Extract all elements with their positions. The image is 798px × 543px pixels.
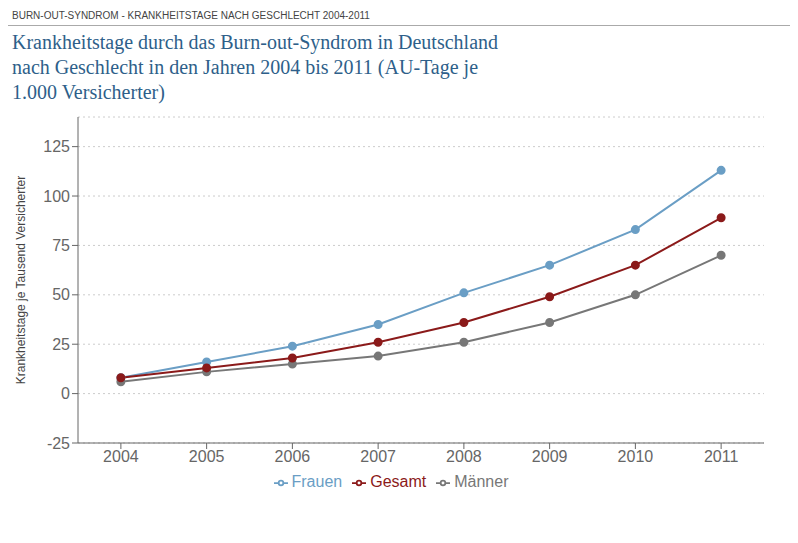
html-text:Männer: Männer xyxy=(454,473,509,490)
html-text:Frauen: Frauen xyxy=(291,473,343,490)
svg-text:2007: 2007 xyxy=(360,448,396,465)
html-text:BURN-OUT-SYNDROM - KRANKHEITST: BURN-OUT-SYNDROM - KRANKHEITSTAGE NACH G… xyxy=(12,10,370,21)
svg-text:50: 50 xyxy=(52,286,70,303)
svg-text:125: 125 xyxy=(43,138,70,155)
svg-text:Krankheitstage je Tausend Vers: Krankheitstage je Tausend Versicherter xyxy=(14,176,28,385)
svg-text:2005: 2005 xyxy=(189,448,225,465)
html-text:Krankheitstage durch das Burn-: Krankheitstage durch das Burn-out-Syndro… xyxy=(12,31,498,53)
html-text:1.000 Versicherter): 1.000 Versicherter) xyxy=(12,81,165,103)
svg-text:75: 75 xyxy=(52,237,70,254)
svg-text:25: 25 xyxy=(52,336,70,353)
html-text:Gesamt: Gesamt xyxy=(370,473,427,490)
svg-text:2009: 2009 xyxy=(532,448,568,465)
svg-text:0: 0 xyxy=(61,385,70,402)
svg-text:2006: 2006 xyxy=(275,448,311,465)
svg-text:2011: 2011 xyxy=(704,448,739,465)
html-text:nach Geschlecht in den Jahren: nach Geschlecht in den Jahren 2004 bis 2… xyxy=(12,56,478,78)
svg-text:2008: 2008 xyxy=(446,448,482,465)
svg-text:2010: 2010 xyxy=(618,448,654,465)
svg-text:2004: 2004 xyxy=(103,448,139,465)
svg-text:-25: -25 xyxy=(47,435,70,452)
svg-text:100: 100 xyxy=(43,188,70,205)
